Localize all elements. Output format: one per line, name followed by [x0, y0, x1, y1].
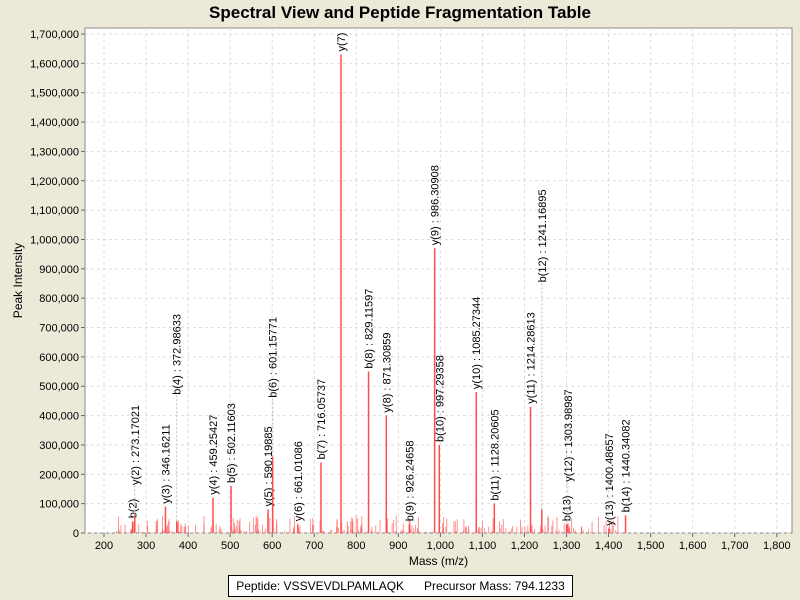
- y-axis-label: Peak Intensity: [11, 243, 25, 318]
- y-tick-label: 1,400,000: [30, 117, 79, 129]
- x-tick-label: 300: [137, 540, 155, 552]
- peak-label: b(14) : 1440.34082: [621, 419, 633, 512]
- x-tick-label: 1,000: [427, 540, 455, 552]
- peak-label: b(13): [562, 496, 574, 522]
- x-tick-label: 400: [179, 540, 197, 552]
- peak-label: b(2): [128, 499, 140, 519]
- x-tick-label: 1,200: [511, 540, 539, 552]
- peak-label: y(8) : 871.30859: [381, 332, 393, 412]
- y-tick-label: 300,000: [39, 440, 79, 452]
- x-tick-label: 1,300: [553, 540, 581, 552]
- peak-label: y(4) : 459.25427: [208, 415, 220, 495]
- y-tick-label: 500,000: [39, 381, 79, 393]
- peak-label: y(10) : 1085.27344: [471, 297, 483, 389]
- x-tick-label: 1,800: [763, 540, 791, 552]
- x-tick-label: 900: [389, 540, 407, 552]
- y-tick-label: 1,100,000: [30, 205, 79, 217]
- x-tick-label: 1,700: [721, 540, 749, 552]
- peak-label: y(6) : 661.01086: [293, 441, 305, 521]
- chart-title: Spectral View and Peptide Fragmentation …: [209, 3, 591, 22]
- y-tick-label: 200,000: [39, 469, 79, 481]
- y-tick-label: 1,200,000: [30, 176, 79, 188]
- x-tick-label: 1,600: [679, 540, 707, 552]
- y-tick-label: 1,700,000: [30, 29, 79, 41]
- peak-label: b(10) : 997.29358: [434, 355, 446, 442]
- peak-label: y(9) : 986.30908: [430, 165, 442, 245]
- peak-label: b(4) : 372.98633: [172, 314, 184, 395]
- x-tick-label: 700: [305, 540, 323, 552]
- y-tick-label: 1,500,000: [30, 88, 79, 100]
- x-tick-label: 1,400: [595, 540, 623, 552]
- peak-label: b(11) : 1128.20605: [489, 409, 501, 500]
- y-tick-label: 1,600,000: [30, 58, 79, 70]
- y-tick-label: 700,000: [39, 323, 79, 335]
- peak-label: y(3) : 346.16211: [160, 424, 172, 503]
- y-tick-label: 800,000: [39, 293, 79, 305]
- x-axis-label: Mass (m/z): [409, 554, 468, 568]
- plot-area: [84, 27, 793, 534]
- x-tick-label: 1,100: [469, 540, 497, 552]
- peak-label: b(6) : 601.15771: [268, 317, 280, 398]
- y-tick-label: 0: [73, 528, 79, 540]
- peak-label: b(8) : 829.11597: [364, 289, 376, 369]
- peak-label: b(12) : 1241.16895: [537, 189, 549, 282]
- y-tick-label: 400,000: [39, 411, 79, 423]
- y-tick-label: 600,000: [39, 352, 79, 364]
- precursor-mass-label: Precursor Mass: 794.1233: [424, 579, 565, 593]
- x-tick-label: 1,500: [637, 540, 665, 552]
- peak-label: y(11) : 1214.28613: [526, 312, 538, 404]
- peak-label: y(13) : 1400.48657: [604, 433, 616, 525]
- x-tick-label: 200: [95, 540, 113, 552]
- peak-label: y(12) : 1303.98987: [563, 389, 575, 481]
- peak-label: b(9) : 926.24658: [404, 440, 416, 521]
- y-tick-label: 1,000,000: [30, 234, 79, 246]
- peak-label: y(2) : 273.17021: [130, 405, 142, 485]
- y-tick-label: 1,300,000: [30, 146, 79, 158]
- y-tick-label: 900,000: [39, 264, 79, 276]
- y-tick-label: 100,000: [39, 499, 79, 511]
- peptide-label: Peptide: VSSVEVDLPAMLAQK: [236, 579, 405, 593]
- x-tick-label: 800: [347, 540, 365, 552]
- legend: Peptide: VSSVEVDLPAMLAQK Precursor Mass:…: [228, 575, 573, 597]
- peak-label: b(5) : 502.11603: [226, 403, 238, 483]
- peak-label: y(7): [336, 33, 348, 52]
- x-tick-label: 600: [263, 540, 281, 552]
- peak-label: b(7) : 716.05737: [316, 379, 328, 460]
- x-tick-label: 500: [221, 540, 239, 552]
